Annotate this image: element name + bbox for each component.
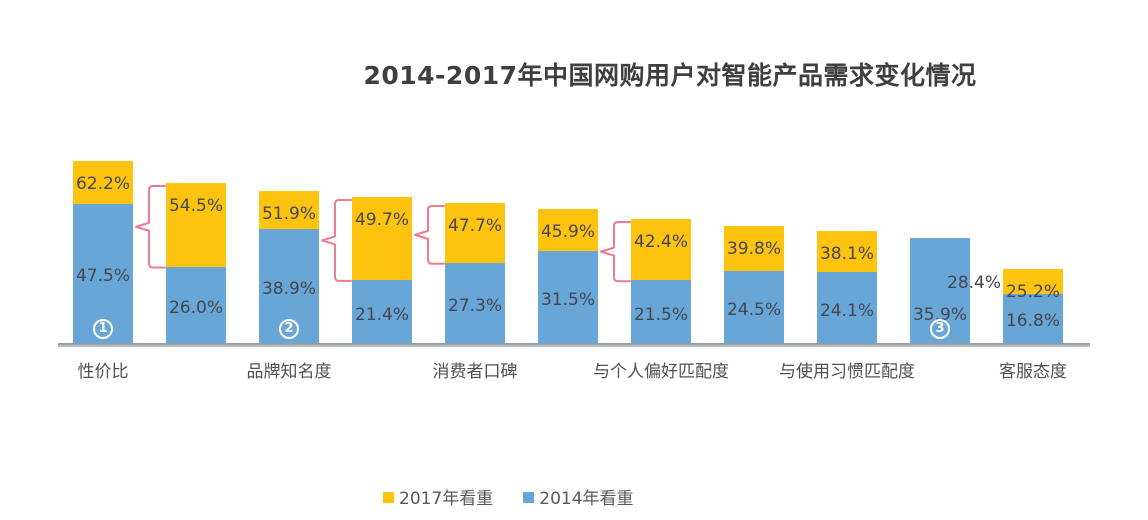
bar-label-2017: 51.9% xyxy=(261,203,316,224)
bar-segment-2017 xyxy=(445,203,505,263)
category-label: 与个人偏好匹配度 xyxy=(593,362,729,382)
bar-label-2014: 16.8% xyxy=(1005,311,1060,332)
legend-swatch-2017-icon xyxy=(383,491,394,503)
bar-segment-2017 xyxy=(1003,269,1063,294)
category-label: 性价比 xyxy=(77,362,129,382)
legend: 2017年看重 2014年看重 xyxy=(383,484,634,509)
bar-segment-2014 xyxy=(445,263,505,343)
bar-segment-2017 xyxy=(631,218,691,280)
legend-label-2017: 2017年看重 xyxy=(399,489,494,509)
brace-icon xyxy=(135,185,166,269)
bar-segment-2017 xyxy=(166,183,226,267)
brace-icon xyxy=(321,199,352,283)
bar-segment-2017 xyxy=(73,160,133,204)
bar-segment-2014 xyxy=(166,266,226,343)
bar-segment-2014 xyxy=(538,250,598,343)
brace-icon xyxy=(600,220,631,283)
bar-label-2017: 39.8% xyxy=(726,239,781,260)
category-label: 与使用习惯匹配度 xyxy=(779,362,915,382)
bar-label-2017: 38.1% xyxy=(819,244,874,265)
bar-label-2014: 35.9% xyxy=(912,305,967,325)
bar-segment-2017 xyxy=(724,226,784,272)
chart-title: 2014-2017年中国网购用户对智能产品需求变化情况 xyxy=(363,61,977,90)
bar-label-2014: 21.5% xyxy=(633,304,688,325)
bar-label-2017: 47.7% xyxy=(447,216,502,237)
bar-segment-2014 xyxy=(817,272,877,343)
bar-label-2014: 38.9% xyxy=(261,279,316,299)
bar-label-2014: 47.5% xyxy=(75,266,130,287)
bar-segment-2014 xyxy=(724,271,784,343)
bar-label-2014: 24.5% xyxy=(726,300,781,321)
bar-label-2017: 54.5% xyxy=(168,196,223,217)
bar-label-2017: 28.4% xyxy=(947,272,1002,293)
x-axis-line xyxy=(58,343,1090,347)
bar-segment-2017 xyxy=(259,190,319,229)
legend-label-2014: 2014年看重 xyxy=(539,489,634,509)
bar-label-2014: 26.0% xyxy=(168,297,223,318)
bar-label-2017: 45.9% xyxy=(540,221,595,242)
bar-label-2014: 21.4% xyxy=(354,304,409,325)
bar-segment-2014 xyxy=(352,280,412,343)
bar-segment-2017 xyxy=(817,231,877,273)
circled-number-marker: 1 xyxy=(93,319,113,339)
bar-label-2017: 42.4% xyxy=(633,231,688,252)
bar-label-2017: 62.2% xyxy=(75,173,130,194)
bar-segment-2017 xyxy=(538,208,598,251)
bar-label-2014: 27.3% xyxy=(447,296,502,316)
bar-segment-2014 xyxy=(1003,293,1063,343)
category-label: 品牌知名度 xyxy=(246,362,332,382)
bar-segment-2017 xyxy=(352,197,412,281)
circled-number-marker: 3 xyxy=(930,319,950,339)
circled-number-marker: 2 xyxy=(279,319,299,339)
bar-label-2017: 25.2% xyxy=(1005,282,1060,303)
category-label: 客服态度 xyxy=(999,362,1067,382)
bar-label-2014: 24.1% xyxy=(819,300,874,321)
legend-swatch-2014-icon xyxy=(523,491,535,503)
category-label: 消费者口碑 xyxy=(432,362,518,382)
bar-label-2017: 49.7% xyxy=(354,210,409,231)
bar-label-2014: 31.5% xyxy=(540,289,595,310)
legend-item-2014: 2014年看重 xyxy=(523,484,634,509)
legend-item-2017: 2017年看重 xyxy=(383,484,493,509)
brace-icon xyxy=(414,205,445,266)
bar-segment-2014 xyxy=(631,280,691,343)
